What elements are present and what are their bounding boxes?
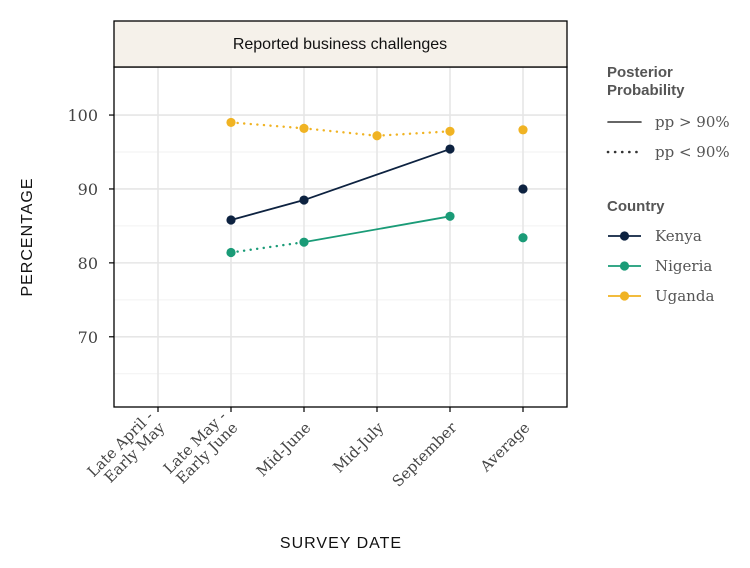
nigeria-point [299, 237, 309, 247]
legend-marker-kenya [619, 231, 630, 241]
legend-label-kenya: Kenya [655, 227, 702, 245]
legend-label: pp < 90% [655, 143, 730, 161]
chart-title: Reported business challenges [233, 36, 447, 53]
nigeria-line-segment [303, 215, 451, 244]
y-tick-label: 90 [78, 180, 98, 199]
legend-title-posterior: Posterior Probability [607, 64, 685, 99]
x-tick-label: Average [476, 419, 533, 476]
kenya-line-segment [230, 199, 305, 221]
legend-label: pp > 90% [655, 113, 730, 131]
uganda-line-segment [229, 121, 306, 130]
legend: Posterior Probability pp > 90% pp < 90% Coun… [606, 64, 730, 305]
kenya-point [445, 144, 455, 154]
series-points [226, 117, 528, 258]
legend-marker-uganda [619, 291, 630, 301]
x-tick-label: Mid-June [253, 419, 315, 481]
legend-marker-nigeria [619, 261, 630, 271]
x-tick-label: Late April -Early May [84, 407, 169, 492]
kenya-line-segment [303, 148, 451, 201]
nigeria-point [226, 247, 236, 258]
series-lines [229, 121, 452, 254]
uganda-point [445, 126, 455, 136]
x-tick-label: Late May -Early June [160, 407, 242, 489]
y-tick-label: 70 [78, 328, 98, 347]
x-tick-label: Mid-July [330, 418, 388, 476]
legend-title-country: Country [607, 198, 665, 215]
y-tick-label: 100 [67, 106, 98, 125]
uganda-point [518, 125, 528, 135]
nigeria-point [518, 233, 528, 243]
x-tick-label: September [389, 418, 461, 490]
kenya-point [299, 195, 309, 205]
facet-strip [113, 20, 568, 68]
y-tick-label: 80 [78, 254, 98, 273]
plot-frame [113, 66, 568, 408]
uganda-point [299, 123, 309, 133]
kenya-point [226, 215, 236, 225]
nigeria-point [445, 211, 455, 221]
uganda-point [226, 117, 236, 128]
nigeria-line-segment [229, 240, 306, 254]
legend-label-uganda: Uganda [655, 287, 714, 305]
grid [114, 67, 567, 407]
legend-label-nigeria: Nigeria [655, 257, 712, 275]
y-axis-title: PERCENTAGE [19, 177, 36, 296]
y-axis: 70 80 90 100 [67, 106, 114, 347]
uganda-line-segment [302, 127, 379, 137]
uganda-line-segment [375, 130, 452, 137]
uganda-point [372, 131, 382, 141]
x-axis-title: SURVEY DATE [280, 535, 402, 552]
kenya-point [518, 184, 528, 194]
